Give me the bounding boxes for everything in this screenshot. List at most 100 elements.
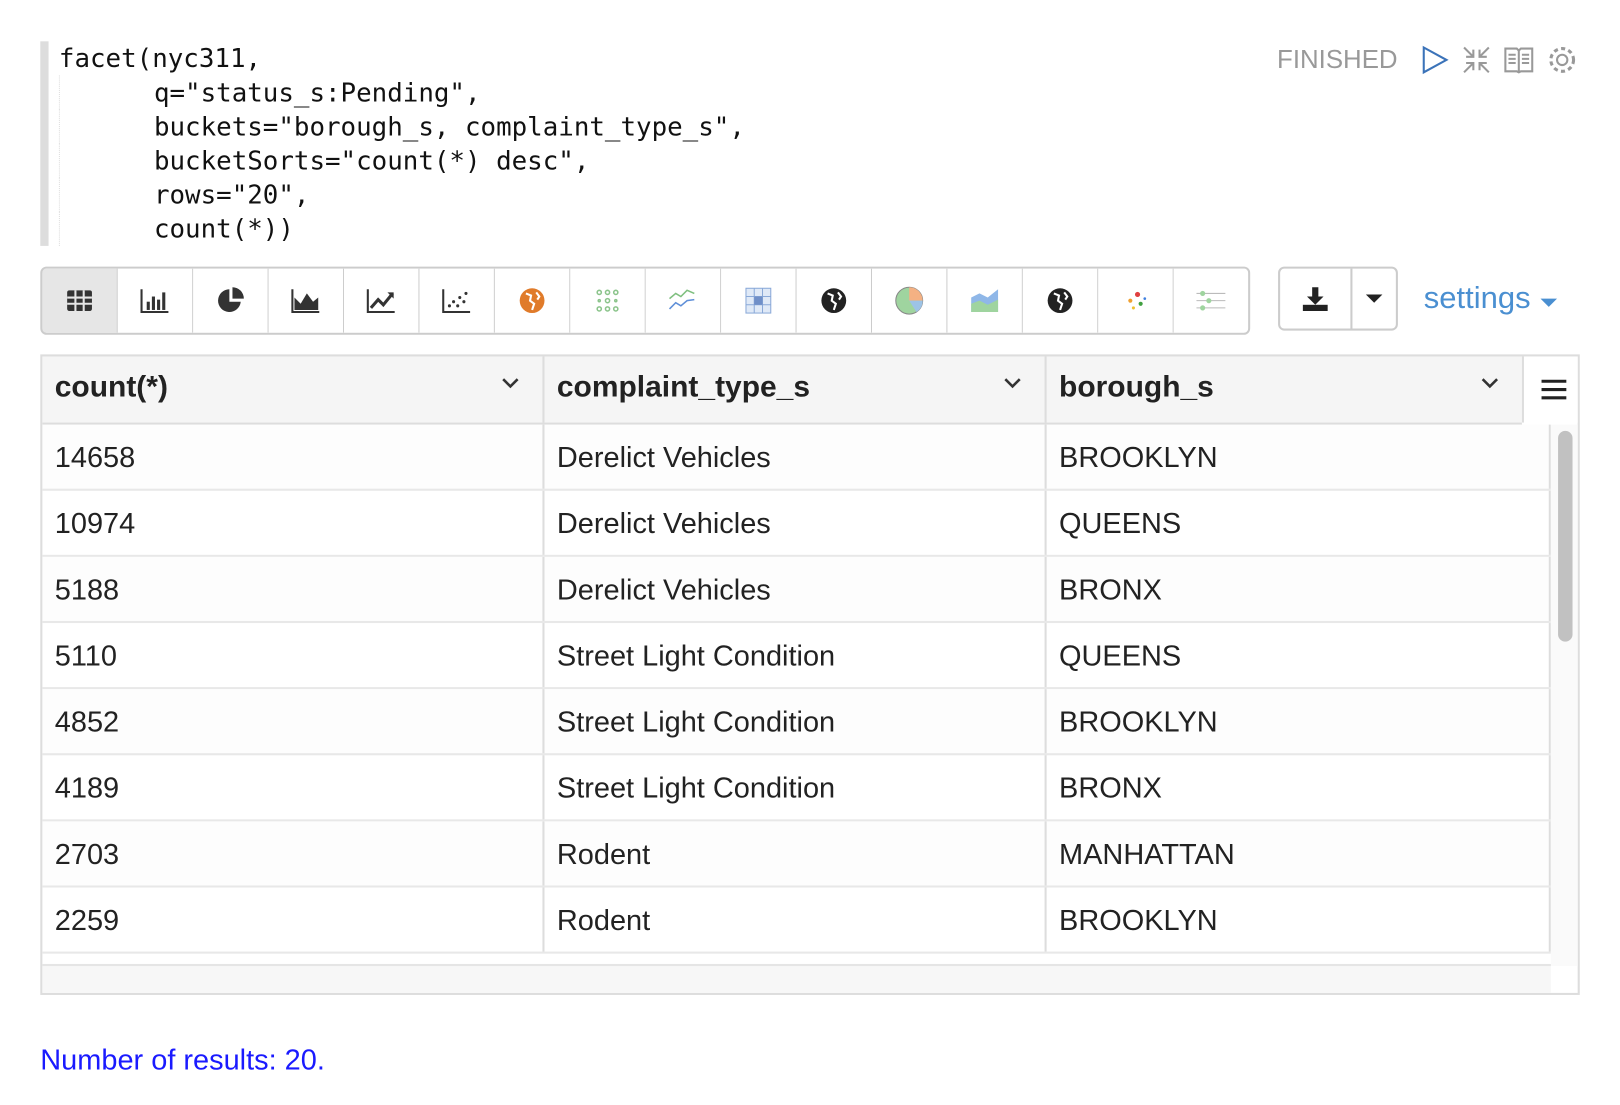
line-chart-icon: [366, 289, 395, 314]
table-row[interactable]: 14658 Derelict Vehicles BROOKLYN: [42, 424, 1551, 491]
table-cell: Street Light Condition: [544, 623, 1047, 688]
bar-chart-button[interactable]: [117, 268, 194, 333]
code-line: count(*)): [58, 211, 745, 246]
bubble-button[interactable]: [1098, 268, 1174, 333]
scatter-chart-icon: [442, 289, 471, 314]
code-editor[interactable]: facet(nyc311, q="status_s:Pending", bucket…: [40, 41, 745, 246]
download-button[interactable]: [1280, 268, 1353, 329]
multi-line-icon: [668, 289, 695, 310]
globe-icon: [821, 288, 847, 314]
settings-dropdown[interactable]: settings: [1424, 281, 1558, 316]
column-header-complaint-type[interactable]: complaint_type_s: [544, 356, 1047, 423]
caret-down-icon: [1365, 294, 1383, 303]
table-row[interactable]: 2703 Rodent MANHATTAN: [42, 821, 1551, 888]
chevron-down-icon[interactable]: [501, 377, 520, 389]
pie-chart-button[interactable]: [193, 268, 269, 333]
map-button[interactable]: [494, 268, 571, 333]
pie-colored-button[interactable]: [872, 268, 948, 333]
results-table: count(*) complaint_type_s borough_s 1465…: [40, 354, 1580, 995]
range-slider-button[interactable]: [1173, 268, 1249, 333]
table-row[interactable]: 4852 Street Light Condition BROOKLYN: [42, 689, 1551, 756]
table-icon: [67, 290, 92, 311]
collapse-icon[interactable]: [1460, 43, 1493, 76]
table-cell: 14658: [42, 424, 545, 489]
column-label: count(*): [54, 370, 168, 404]
code-line: rows="20",: [58, 177, 745, 212]
grid-menu-button[interactable]: [1521, 356, 1578, 423]
hamburger-icon: [1541, 379, 1567, 400]
globe-2-button[interactable]: [1022, 268, 1099, 333]
table-cell: Derelict Vehicles: [544, 490, 1047, 555]
table-cell: BROOKLYN: [1047, 424, 1551, 489]
chevron-down-icon[interactable]: [1003, 377, 1022, 389]
table-cell: 2259: [42, 887, 545, 952]
table-cell: Street Light Condition: [544, 755, 1047, 820]
globe-2-icon: [1047, 288, 1073, 314]
globe-button[interactable]: [796, 268, 873, 333]
table-row[interactable]: 10974 Derelict Vehicles QUEENS: [42, 490, 1551, 557]
scatter-chart-button[interactable]: [419, 268, 495, 333]
table-cell: BRONX: [1047, 755, 1551, 820]
chevron-down-icon[interactable]: [1481, 377, 1500, 389]
column-header-borough[interactable]: borough_s: [1047, 356, 1522, 422]
table-cell: 4852: [42, 689, 545, 754]
table-view-button[interactable]: [42, 268, 118, 333]
table-cell: 2703: [42, 821, 545, 886]
matrix-icon: [745, 287, 772, 314]
visualization-toolbar: [40, 266, 1251, 335]
column-label: complaint_type_s: [556, 370, 811, 404]
table-row[interactable]: 5110 Street Light Condition QUEENS: [42, 623, 1551, 690]
pie-colored-icon: [895, 286, 924, 315]
table-cell: 5188: [42, 556, 545, 621]
bubble-icon: [1128, 291, 1147, 310]
settings-label: settings: [1423, 281, 1531, 316]
download-dropdown-toggle[interactable]: [1352, 269, 1395, 329]
table-cell: Street Light Condition: [544, 689, 1047, 754]
dot-grid-icon: [596, 289, 619, 312]
table-cell: BROOKLYN: [1047, 887, 1551, 952]
table-cell: Derelict Vehicles: [544, 424, 1047, 489]
multi-line-button[interactable]: [645, 268, 722, 333]
table-cell: Derelict Vehicles: [544, 556, 1047, 621]
matrix-button[interactable]: [721, 268, 797, 333]
area-colored-button[interactable]: [947, 268, 1023, 333]
code-line: buckets="borough_s, complaint_type_s",: [58, 109, 745, 144]
table-cell: 5110: [42, 623, 545, 688]
table-cell: QUEENS: [1047, 623, 1551, 688]
table-cell: QUEENS: [1047, 490, 1551, 555]
table-header: count(*) complaint_type_s borough_s: [42, 356, 1522, 425]
horizontal-scrollbar[interactable]: [42, 963, 1551, 993]
table-row[interactable]: 2259 Rodent BROOKLYN: [42, 887, 1551, 954]
play-icon[interactable]: [1418, 43, 1451, 76]
table-row[interactable]: 5188 Derelict Vehicles BRONX: [42, 556, 1551, 624]
results-count: Number of results: 20.: [40, 1043, 325, 1076]
book-icon[interactable]: [1502, 43, 1535, 76]
area-chart-button[interactable]: [268, 268, 345, 333]
table-cell: MANHATTAN: [1047, 821, 1551, 886]
code-line: bucketSorts="count(*) desc",: [58, 143, 745, 178]
line-chart-button[interactable]: [344, 268, 420, 333]
download-group: [1278, 266, 1398, 331]
table-cell: BRONX: [1047, 556, 1551, 621]
pie-chart-icon: [218, 287, 244, 313]
globe-orange-icon: [519, 288, 545, 314]
table-cell: 4189: [42, 755, 545, 820]
vertical-scrollbar[interactable]: [1550, 424, 1578, 967]
caret-down-icon: [1540, 298, 1557, 307]
column-header-count[interactable]: count(*): [42, 356, 545, 423]
column-label: borough_s: [1059, 370, 1214, 404]
gear-icon[interactable]: [1546, 43, 1579, 76]
table-cell: BROOKLYN: [1047, 689, 1551, 754]
scrollbar-thumb[interactable]: [1558, 430, 1573, 642]
code-line: facet(nyc311,: [58, 43, 262, 74]
table-body: 14658 Derelict Vehicles BROOKLYN 10974 Derel…: [42, 424, 1551, 954]
heatmap-button[interactable]: [570, 268, 646, 333]
paragraph-status: FINISHED: [1277, 45, 1398, 75]
table-cell: Rodent: [544, 821, 1047, 886]
bar-chart-icon: [140, 289, 169, 314]
area-colored-icon: [971, 289, 999, 313]
table-cell: 10974: [42, 490, 545, 555]
download-icon: [1302, 287, 1328, 311]
table-row[interactable]: 4189 Street Light Condition BRONX: [42, 755, 1551, 822]
code-line: q="status_s:Pending",: [58, 75, 745, 110]
